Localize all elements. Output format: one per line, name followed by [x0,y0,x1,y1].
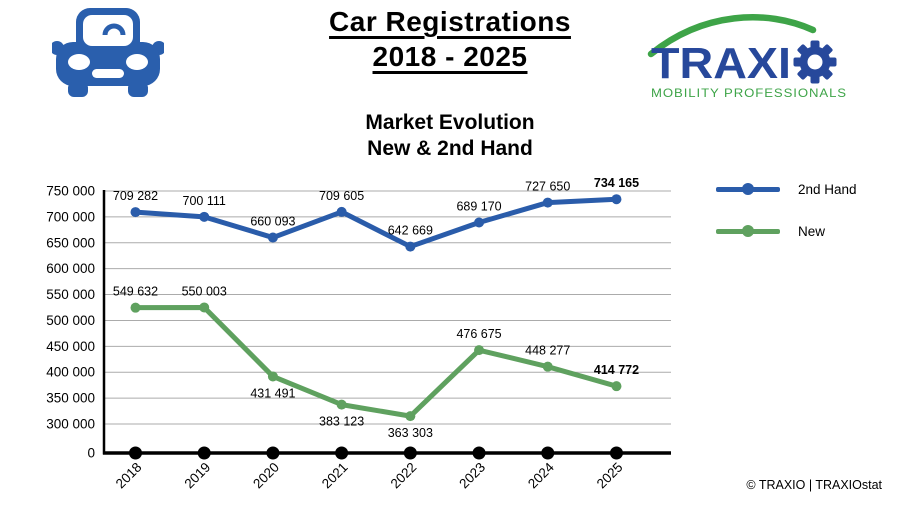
page-title-line1: Car Registrations [329,6,571,37]
series-line-2nd-hand [133,196,619,250]
data-label: 660 093 [250,215,295,229]
y-tick-label: 500 000 [46,313,95,328]
zero-marker [266,446,280,460]
series-marker [267,371,278,382]
series-marker [199,211,210,222]
series-marker [542,197,553,208]
y-tick-label: 600 000 [46,261,95,276]
data-label: 476 675 [456,327,501,341]
car-headlight-right [126,54,148,70]
chart-legend: 2nd Hand New [716,180,857,264]
chart-title-line1: Market Evolution [365,111,535,134]
series-marker [130,302,141,313]
legend-swatch-new [716,225,780,237]
x-tick-label: 2023 [456,460,488,492]
x-tick-label: 2025 [594,460,626,492]
car-wheel-left [68,82,88,97]
data-label: 549 632 [113,285,158,299]
data-label: 700 111 [183,194,226,208]
car-icon [52,8,164,97]
data-label: 709 282 [113,189,158,203]
traxio-logo: TRAXI MOBILITY PROFESSIONALS [647,14,847,100]
data-label: 642 669 [388,224,433,238]
data-label: 431 491 [250,386,295,400]
zero-marker [541,446,555,460]
series-marker [474,345,485,356]
y-tick-label: 0 [87,446,95,461]
y-tick-label: 700 000 [46,209,95,224]
logo-brand-text: TRAXI [651,39,791,88]
data-label: 727 650 [525,180,570,194]
legend-marker-2nd-hand [742,183,754,195]
series-marker [542,361,553,372]
legend-swatch-2nd-hand [716,183,780,195]
y-tick-label: 650 000 [46,235,95,250]
data-label: 383 123 [319,415,364,429]
legend-label-new: New [798,223,826,239]
series-marker [267,232,278,243]
series-marker [336,399,347,410]
x-tick-label: 2018 [113,460,145,492]
zero-marker [609,446,623,460]
x-tick-label: 2019 [181,460,213,492]
series-marker [405,411,416,422]
zero-marker [197,446,211,460]
legend-label-2nd-hand: 2nd Hand [798,181,857,197]
x-tick-label: 2021 [319,460,351,492]
x-tick-label: 2022 [388,460,420,492]
series-line-new [133,304,619,419]
legend-item-new: New [716,222,857,240]
gear-o-icon [793,40,837,84]
data-label: 689 170 [456,199,501,213]
y-tick-label: 300 000 [46,417,95,432]
y-tick-label: 450 000 [46,339,95,354]
data-label: 550 003 [182,284,227,298]
y-tick-label: 750 000 [46,184,95,199]
data-label: 363 303 [388,426,433,440]
car-windshield-arc [102,23,126,36]
logo-tagline: MOBILITY PROFESSIONALS [651,88,847,100]
data-label: 734 165 [594,176,639,190]
series-marker [405,241,416,252]
x-tick-label: 2020 [250,460,282,492]
page-title: Car Registrations 2018 - 2025 [0,4,900,74]
page-title-line2: 2018 - 2025 [372,41,528,72]
credit-text: © TRAXIO | TRAXIOstat [746,478,882,492]
chart-title: Market Evolution New & 2nd Hand [0,110,900,162]
y-tick-label: 400 000 [46,365,95,380]
legend-marker-new [742,225,754,237]
data-label: 414 772 [594,363,639,377]
series-marker [611,381,622,392]
car-wheel-right [128,82,148,97]
x-tick-label: 2024 [525,459,557,491]
zero-marker [335,446,349,460]
car-body [56,42,160,86]
series-marker [130,207,141,218]
zero-marker [129,446,142,460]
data-label: 448 277 [525,344,570,358]
zero-marker [403,446,417,460]
y-tick-label: 550 000 [46,287,95,302]
data-label: 709 605 [319,189,364,203]
car-grille [92,69,124,78]
chart-title-line2: New & 2nd Hand [367,137,533,160]
legend-item-2nd-hand: 2nd Hand [716,180,857,198]
series-marker [336,206,347,217]
y-tick-label: 350 000 [46,391,95,406]
logo-swoosh [647,14,817,58]
car-headlight-left [68,54,90,70]
series-marker [611,194,622,205]
zero-marker [472,446,486,460]
series-marker [199,302,210,313]
series-marker [474,217,485,228]
